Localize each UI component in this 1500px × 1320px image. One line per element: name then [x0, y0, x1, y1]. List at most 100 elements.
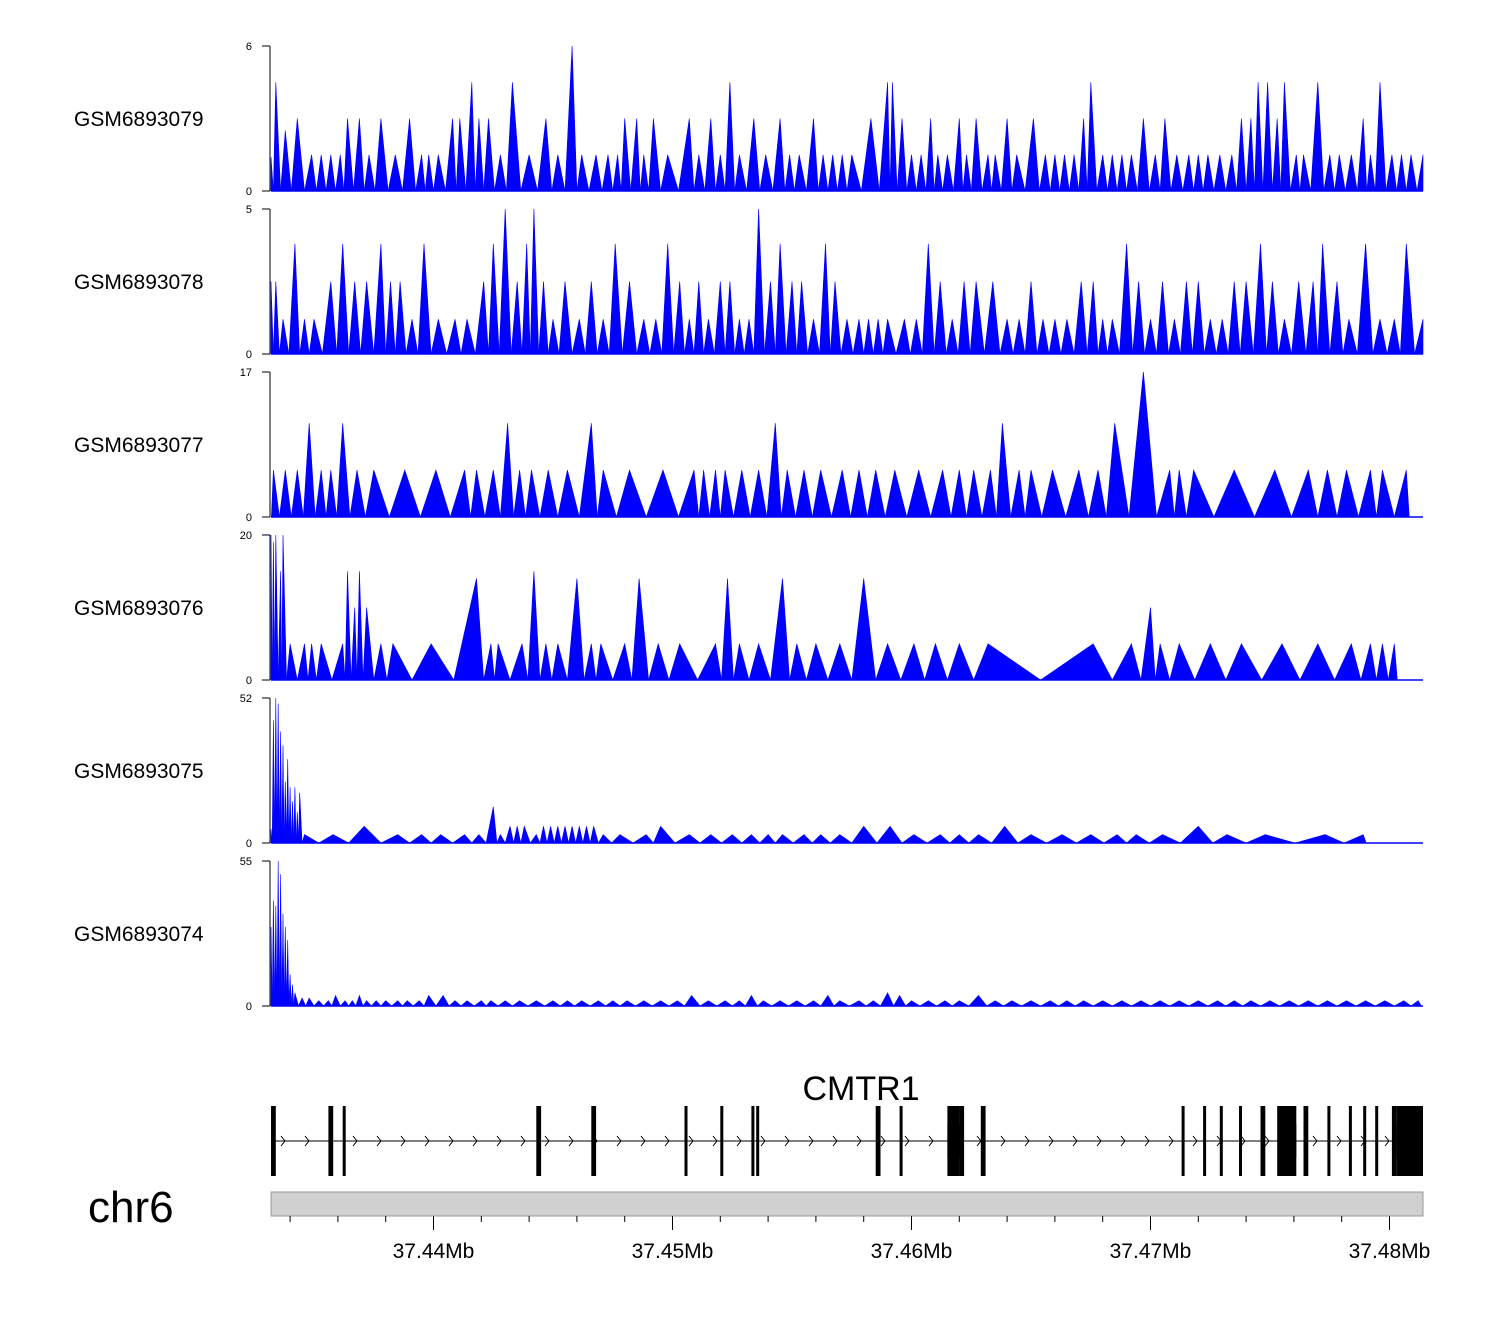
coverage-peak [350, 607, 358, 681]
y-axis-zero-label: 0 [246, 838, 252, 850]
coverage-peak [852, 319, 865, 355]
coverage-peak [279, 470, 292, 518]
coverage-peak [746, 118, 761, 192]
axis-tick-label: 37.47Mb [1110, 1240, 1192, 1263]
coverage-peak [415, 154, 426, 192]
coverage-peak [290, 984, 295, 1007]
coverage-peak [1097, 319, 1108, 355]
coverage-peak [865, 1000, 882, 1007]
coverage-peak [1012, 319, 1026, 355]
coverage-peak [362, 607, 375, 681]
strand-arrow [1048, 1135, 1054, 1147]
coverage-peak [1375, 1000, 1396, 1007]
coverage-peak [583, 643, 597, 681]
coverage-peak [295, 812, 299, 844]
coverage-peak [1020, 1000, 1041, 1007]
coverage-peak [1011, 154, 1026, 192]
coverage-peak [795, 470, 813, 518]
track-label: GSM6893075 [74, 760, 204, 783]
strand-arrow [760, 1135, 766, 1147]
coverage-peak [661, 243, 675, 355]
gene-exon [591, 1106, 597, 1176]
coverage-peak [1279, 1000, 1300, 1007]
coverage-peak [630, 118, 641, 192]
coverage-peak [1410, 1000, 1422, 1007]
coverage-peak [483, 643, 495, 681]
coverage-peak [446, 319, 462, 355]
y-axis-zero-label: 0 [246, 349, 252, 361]
coverage-peak [331, 994, 341, 1007]
coverage-peak [465, 82, 476, 192]
coverage-peak [1323, 154, 1335, 192]
coverage-peak [766, 423, 782, 518]
coverage-peak [1360, 643, 1377, 681]
coverage-peak [1010, 470, 1026, 518]
strand-arrow [1192, 1135, 1198, 1147]
coverage-peak [950, 470, 967, 518]
coverage-peak [744, 994, 758, 1007]
coverage-peak [1154, 643, 1171, 681]
coverage-peak [962, 154, 972, 192]
coverage-peak [488, 243, 500, 355]
strand-arrow [496, 1135, 502, 1147]
coverage-peak [286, 643, 298, 681]
genome-axis: 37.44Mb 37.45Mb 37.46Mb 37.47Mb 37.48Mb [289, 1216, 1430, 1263]
coverage-peak [520, 825, 531, 844]
coverage-peak [731, 1000, 747, 1007]
coverage-peak [1241, 1000, 1261, 1007]
y-axis-max-label: 52 [240, 693, 252, 705]
gene-exon [1303, 1106, 1309, 1176]
y-axis-max-label: 5 [246, 204, 252, 216]
coverage-peak [683, 994, 701, 1007]
coverage-peak [455, 118, 467, 192]
coverage-peak [1272, 118, 1282, 192]
coverage-peak [698, 470, 710, 518]
coverage-peak [829, 834, 853, 844]
coverage-peak [1254, 469, 1292, 518]
coverage-peak [792, 834, 814, 844]
coverage-peak [693, 154, 706, 192]
strand-arrow [1096, 1135, 1102, 1147]
coverage-peak [753, 208, 765, 355]
strand-arrow [1384, 1135, 1390, 1147]
coverage-peak [1211, 834, 1247, 844]
coverage-peak [884, 470, 908, 518]
coverage-peak [984, 281, 1001, 355]
coverage-peak [639, 154, 649, 192]
strand-arrow [880, 1135, 886, 1147]
coverage-peak [308, 319, 323, 355]
strand-arrow [928, 1135, 934, 1147]
strand-arrow [520, 1135, 526, 1147]
coverage-peak [500, 423, 514, 518]
strand-arrow [712, 1135, 718, 1147]
coverage-peak [498, 208, 512, 355]
coverage-peak [749, 470, 768, 518]
coverage-peak [906, 154, 917, 192]
coverage-peak [322, 1000, 333, 1007]
coverage-peak [271, 470, 280, 518]
gene-exon [899, 1106, 903, 1176]
coverage-peak [558, 281, 573, 355]
y-axis-max-label: 6 [246, 41, 252, 53]
coverage-peak [356, 571, 364, 681]
coverage-peak [1086, 82, 1098, 192]
track-GSM6893075: GSM6893075 52 0 [74, 693, 1423, 850]
coverage-peak [360, 281, 375, 355]
coverage-peak [1144, 319, 1157, 355]
gene-exon [875, 1106, 881, 1176]
coverage-peak [298, 792, 303, 844]
coverage-peak [435, 994, 450, 1007]
coverage-peak [539, 470, 559, 518]
gene-exon [751, 1106, 755, 1176]
coverage-peak [317, 834, 349, 844]
coverage-peak [1299, 643, 1336, 681]
coverage-peak [279, 319, 290, 355]
strand-arrow [1144, 1135, 1150, 1147]
strand-arrow [472, 1135, 478, 1147]
coverage-peak [564, 45, 578, 192]
coverage-peak [660, 154, 679, 192]
coverage-peak [578, 423, 598, 518]
coverage-peak [470, 470, 486, 518]
coverage-peak [567, 578, 585, 681]
coverage-peak [698, 1000, 718, 1007]
